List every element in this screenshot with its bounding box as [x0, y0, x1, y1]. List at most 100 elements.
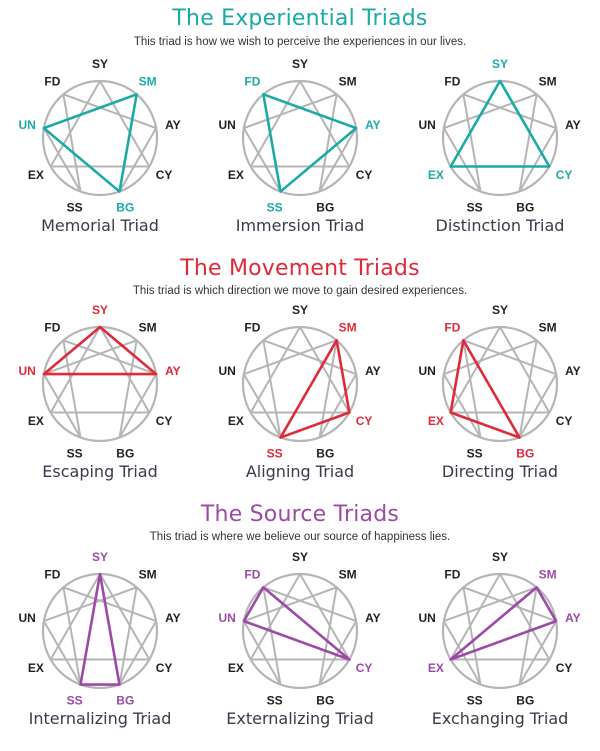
- inner-line: [318, 620, 358, 686]
- diagram-directing: SY SM AY CY BG SS EX UN FD Directing Triad: [400, 303, 600, 504]
- diagram-label: Escaping Triad: [42, 462, 158, 481]
- inner-line: [243, 339, 337, 376]
- inner-line: [242, 620, 282, 686]
- point-label-sm: SM: [539, 567, 557, 581]
- point-label-ss: SS: [467, 447, 483, 461]
- inner-line: [443, 586, 537, 623]
- point-label-ss: SS: [67, 201, 83, 215]
- enneagram-svg: SY SM AY CY BG SS EX UN FD: [18, 57, 180, 215]
- section-subtitle: This triad is how we wish to perceive th…: [133, 36, 467, 48]
- triad-triangle: [449, 339, 521, 439]
- point-label-fd: FD: [444, 320, 460, 334]
- inner-line: [242, 373, 282, 439]
- point-label-un: UN: [418, 118, 435, 132]
- point-label-sy: SY: [292, 550, 308, 564]
- point-label-un: UN: [218, 611, 235, 625]
- inner-line: [442, 127, 482, 193]
- point-label-ex: EX: [28, 414, 44, 428]
- point-label-fd: FD: [444, 567, 460, 581]
- triad-triangle: [279, 339, 351, 439]
- inner-line: [118, 587, 138, 685]
- point-label-sy: SY: [92, 57, 108, 71]
- diagram-label: Distinction Triad: [435, 216, 565, 235]
- enneagram-svg: SY SM AY CY BG SS EX UN FD: [18, 550, 180, 708]
- outer-circle: [41, 79, 159, 197]
- point-label-sm: SM: [139, 567, 157, 581]
- point-label-fd: FD: [244, 567, 260, 581]
- inner-line: [462, 587, 482, 685]
- triad-triangle: [242, 586, 351, 661]
- point-label-cy: CY: [556, 661, 573, 675]
- point-label-sy: SY: [492, 303, 508, 317]
- inner-line: [42, 373, 82, 439]
- diagram-internalizing: SY SM AY CY BG SS EX UN FD Internalizing Triad: [0, 550, 200, 751]
- diagram-label: Exchanging Triad: [431, 709, 569, 728]
- point-label-ay: AY: [365, 118, 381, 132]
- point-label-un: UN: [418, 611, 435, 625]
- point-label-cy: CY: [556, 168, 573, 182]
- point-label-cy: CY: [156, 661, 173, 675]
- diagram-label: Aligning Triad: [245, 462, 355, 481]
- inner-line: [62, 94, 82, 192]
- point-label-ss: SS: [67, 447, 83, 461]
- section-subtitle: This triad is which direction we move to…: [132, 285, 468, 297]
- point-label-sy: SY: [492, 57, 508, 71]
- point-label-sy: SY: [92, 550, 108, 564]
- point-label-ex: EX: [228, 661, 244, 675]
- enneagram-svg: SY SM AY CY BG SS EX UN FD: [18, 303, 181, 461]
- point-label-un: UN: [18, 118, 35, 132]
- inner-line: [42, 127, 82, 193]
- inner-line: [463, 93, 557, 130]
- inner-line: [43, 586, 137, 623]
- point-label-ex: EX: [228, 414, 244, 428]
- point-label-sm: SM: [139, 74, 157, 88]
- inner-line: [518, 587, 538, 685]
- point-label-ss: SS: [267, 694, 283, 708]
- diagram-label: Internalizing Triad: [28, 709, 172, 728]
- diagram-distinction: SY SM AY CY BG SS EX UN FD Distinction Triad: [400, 57, 600, 258]
- inner-line: [443, 93, 537, 130]
- point-label-bg: BG: [516, 694, 534, 708]
- inner-line: [63, 93, 157, 130]
- point-label-ss: SS: [267, 201, 283, 215]
- enneagram-svg: SY SM AY CY BG SS EX UN FD: [418, 550, 580, 708]
- outer-circle: [441, 325, 559, 443]
- point-label-ss: SS: [467, 201, 483, 215]
- inner-line: [463, 339, 557, 376]
- point-label-sy: SY: [92, 303, 108, 317]
- inner-line: [462, 94, 482, 192]
- point-label-cy: CY: [556, 414, 573, 428]
- point-label-sm: SM: [339, 74, 357, 88]
- point-label-ay: AY: [565, 364, 581, 378]
- point-label-cy: CY: [156, 414, 173, 428]
- inner-line: [243, 93, 337, 130]
- point-label-cy: CY: [356, 168, 373, 182]
- point-label-un: UN: [218, 364, 235, 378]
- outer-circle: [241, 79, 359, 197]
- inner-line: [243, 586, 337, 623]
- point-label-ay: AY: [165, 364, 181, 378]
- inner-line: [263, 586, 357, 623]
- point-label-un: UN: [218, 118, 235, 132]
- point-label-ss: SS: [67, 694, 83, 708]
- enneagram-svg: SY SM AY CY BG SS EX UN FD: [218, 303, 380, 461]
- inner-line: [518, 340, 538, 438]
- inner-line: [442, 373, 482, 439]
- point-label-ex: EX: [428, 414, 444, 428]
- triad-triangle: [79, 572, 121, 686]
- point-label-ex: EX: [428, 661, 444, 675]
- diagram-immersion: SY SM AY CY BG SS EX UN FD Immersion Triad: [200, 57, 400, 258]
- diagram-memorial: SY SM AY CY BG SS EX UN FD Memorial Triad: [0, 57, 200, 258]
- section-title: The Experiential Triads: [172, 6, 428, 31]
- inner-line: [118, 373, 158, 439]
- point-label-sm: SM: [339, 320, 357, 334]
- point-label-bg: BG: [316, 447, 334, 461]
- point-label-ex: EX: [228, 168, 244, 182]
- inner-line: [463, 586, 557, 623]
- diagram-label: Externalizing Triad: [226, 709, 374, 728]
- triad-triangle: [449, 586, 558, 661]
- inner-line: [118, 620, 158, 686]
- point-label-fd: FD: [244, 320, 260, 334]
- inner-line: [42, 620, 82, 686]
- inner-line: [518, 127, 558, 193]
